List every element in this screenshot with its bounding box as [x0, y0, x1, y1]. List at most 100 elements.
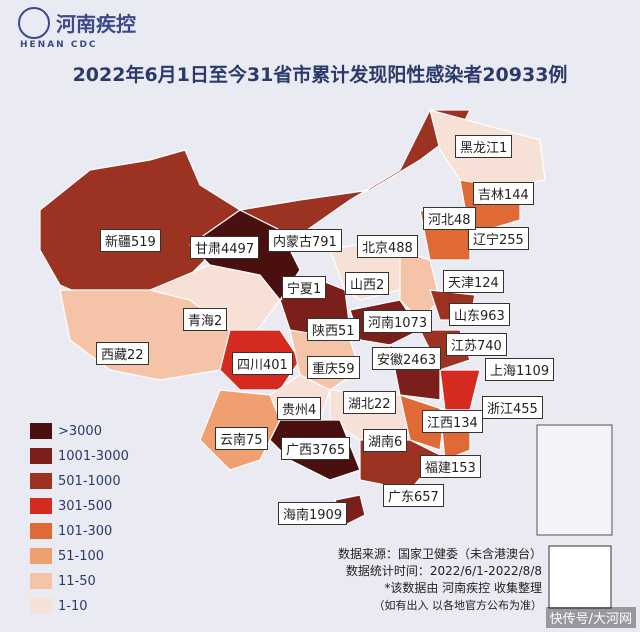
- legend-item: 101-300: [30, 523, 112, 539]
- province-name: 浙江: [487, 402, 514, 417]
- province-count: 401: [263, 358, 288, 373]
- legend-label: 1-10: [58, 598, 88, 614]
- province-count: 455: [513, 402, 538, 417]
- province-count: 48: [454, 213, 471, 228]
- province-count: 963: [480, 309, 505, 324]
- province-count: 488: [388, 241, 413, 256]
- province-label: 广西3765: [281, 437, 351, 460]
- province-label: 广东657: [383, 484, 444, 507]
- province-name: 福建: [425, 461, 452, 476]
- province-label: 内蒙古791: [268, 229, 342, 252]
- province-name: 黑龙江: [460, 141, 500, 156]
- province-label: 贵州4: [277, 397, 322, 420]
- province-label: 海南1909: [278, 502, 348, 525]
- legend-label: 1001-3000: [58, 448, 129, 464]
- province-count: 255: [499, 233, 524, 248]
- province-count: 59: [338, 362, 355, 377]
- source: 数据来源：国家卫健委（未含港澳台）: [337, 547, 542, 561]
- logo-cn: 河南疾控: [56, 12, 136, 36]
- province-label: 江苏740: [446, 333, 507, 356]
- province-name: 四川: [237, 358, 264, 373]
- province-name: 江西: [427, 416, 454, 431]
- province-name: 陕西: [312, 324, 339, 339]
- disclaimer: （如有出入 以各地官方公布为准）: [373, 599, 543, 612]
- legend-label: 101-300: [58, 523, 113, 539]
- province-label: 江西134: [422, 410, 483, 433]
- province-count: 1073: [394, 316, 428, 331]
- province-name: 北京: [362, 241, 389, 256]
- province-label: 湖南6: [363, 429, 408, 452]
- province-count: 1109: [516, 364, 550, 379]
- legend-item: 501-1000: [30, 473, 121, 489]
- province-count: 740: [477, 339, 502, 354]
- province-count: 6: [394, 435, 403, 450]
- legend-label: >3000: [58, 423, 102, 439]
- province-name: 湖北: [348, 397, 375, 412]
- province-count: 1: [499, 141, 508, 156]
- south-sea-inset: [536, 424, 613, 536]
- province-label: 黑龙江1: [455, 135, 513, 158]
- province-name: 湖南: [368, 435, 395, 450]
- province-label: 河北48: [423, 207, 476, 230]
- note: *该数据由 河南疾控 收集整理: [384, 581, 542, 595]
- province-count: 124: [474, 276, 499, 291]
- title: 2022年6月1日至今31省市累计发现阳性感染者20933例: [72, 64, 568, 86]
- legend-item: 1001-3000: [30, 448, 129, 464]
- watermark: 快传号/大河网: [545, 607, 636, 628]
- province-name: 上海: [490, 364, 517, 379]
- legend-item: 11-50: [30, 573, 96, 589]
- province-count: 134: [453, 416, 478, 431]
- province-label: 上海1109: [485, 358, 555, 381]
- province-label: 山西2: [345, 272, 390, 295]
- logo-icon: [18, 7, 50, 39]
- legend-item: 1-10: [30, 598, 88, 614]
- province-name: 内蒙古: [273, 235, 313, 250]
- province-name: 河南: [368, 316, 395, 331]
- province-count: 22: [127, 348, 144, 363]
- province-label: 青海2: [183, 308, 228, 331]
- province-label: 宁夏1: [282, 276, 327, 299]
- province-count: 2463: [403, 353, 437, 368]
- legend-swatch: [30, 548, 52, 564]
- province-label: 福建153: [420, 455, 481, 478]
- province-count: 2: [214, 314, 223, 329]
- province-name: 广西: [286, 443, 313, 458]
- province-label: 吉林144: [473, 182, 534, 205]
- province-name: 新疆: [105, 235, 132, 250]
- province-name: 江苏: [451, 339, 478, 354]
- logo-en: HENAN CDC: [20, 40, 98, 50]
- province-count: 3765: [312, 443, 346, 458]
- province-count: 4: [308, 403, 317, 418]
- legend-swatch: [30, 498, 52, 514]
- province-count: 22: [374, 397, 391, 412]
- legend-swatch: [30, 523, 52, 539]
- province-count: 519: [131, 235, 156, 250]
- province-label: 辽宁255: [468, 227, 529, 250]
- legend-swatch: [30, 423, 52, 439]
- province-name: 吉林: [478, 188, 505, 203]
- province-name: 天津: [448, 276, 475, 291]
- province-name: 山西: [350, 278, 377, 293]
- province-label: 西藏22: [96, 342, 149, 365]
- qr-code: [548, 545, 612, 609]
- legend-item: 51-100: [30, 548, 104, 564]
- province-label: 山东963: [449, 303, 510, 326]
- legend-label: 11-50: [58, 573, 96, 589]
- province-label: 河南1073: [363, 310, 433, 333]
- province-count: 657: [414, 490, 439, 505]
- province-name: 云南: [220, 433, 247, 448]
- province-label: 云南75: [215, 427, 268, 450]
- province-count: 1909: [309, 508, 343, 523]
- province-label: 四川401: [232, 352, 293, 375]
- province-name: 宁夏: [287, 282, 314, 297]
- province-name: 海南: [283, 508, 310, 523]
- province-name: 河北: [428, 213, 455, 228]
- province-name: 青海: [188, 314, 215, 329]
- province-name: 重庆: [312, 362, 339, 377]
- province-name: 西藏: [101, 348, 128, 363]
- province-count: 1: [313, 282, 322, 297]
- period: 数据统计时间：2022/6/1-2022/8/8: [345, 564, 542, 578]
- province-count: 51: [338, 324, 355, 339]
- legend-swatch: [30, 448, 52, 464]
